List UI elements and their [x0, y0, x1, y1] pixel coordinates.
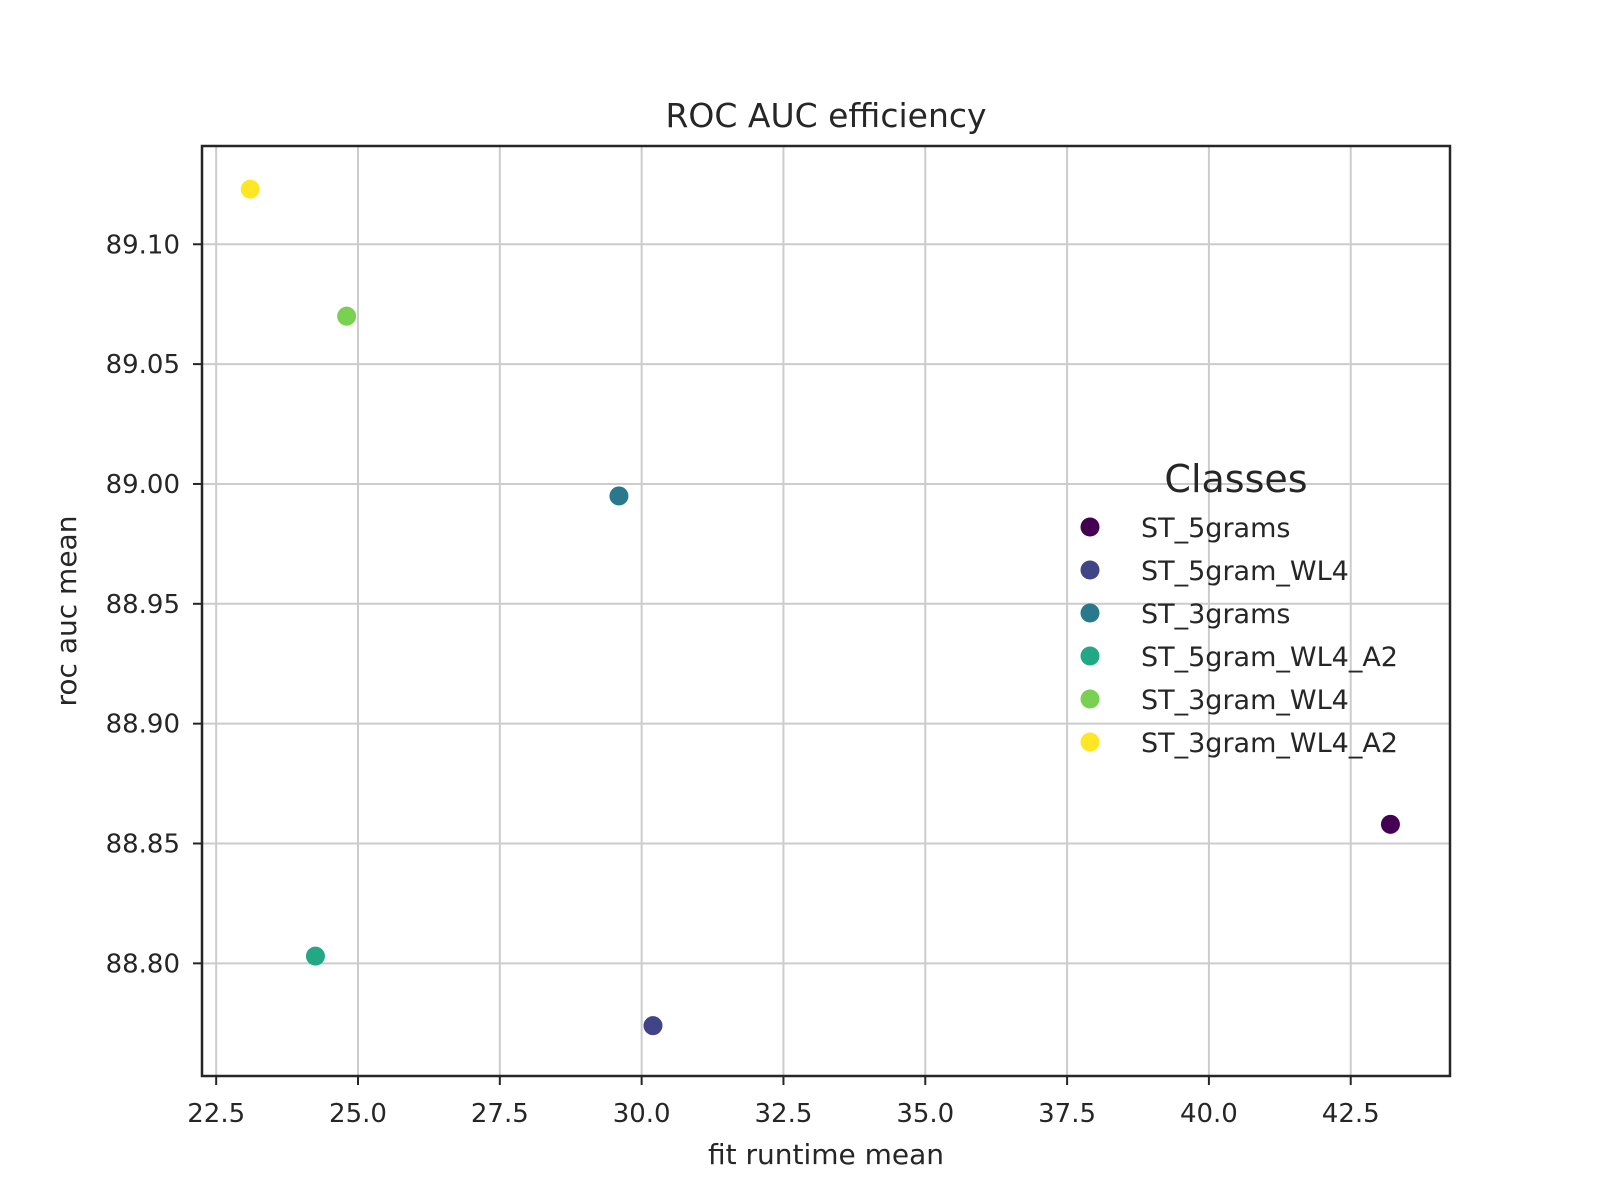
y-tick-label: 88.85	[106, 830, 180, 860]
legend-label: ST_3grams	[1141, 599, 1290, 630]
y-axis-ticks: 88.80 88.85 88.90 88.95 89.00 89.05 89.10	[106, 230, 202, 979]
y-tick-label: 89.05	[106, 350, 180, 380]
x-tick-label: 22.5	[187, 1099, 245, 1129]
data-point	[240, 179, 260, 199]
x-tick-label: 30.0	[613, 1099, 671, 1129]
x-tick-label: 27.5	[471, 1099, 529, 1129]
y-tick-label: 88.90	[106, 710, 180, 740]
legend-marker	[1080, 560, 1100, 580]
legend-marker	[1080, 732, 1100, 752]
y-tick-label: 88.80	[106, 949, 180, 979]
x-tick-label: 25.0	[329, 1099, 387, 1129]
legend-label: ST_3gram_WL4_A2	[1141, 728, 1398, 759]
chart-title: ROC AUC efficiency	[665, 96, 986, 135]
grid	[202, 146, 1450, 1076]
plot-frame	[200, 144, 1452, 1078]
legend-marker	[1080, 646, 1100, 666]
y-tick-label: 89.10	[106, 230, 180, 260]
x-axis-title: fit runtime mean	[708, 1138, 944, 1171]
x-tick-label: 42.5	[1322, 1099, 1380, 1129]
data-point	[643, 1016, 663, 1036]
x-tick-label: 35.0	[896, 1099, 954, 1129]
x-tick-label: 37.5	[1038, 1099, 1096, 1129]
legend-label: ST_5grams	[1141, 513, 1290, 544]
legend-title: Classes	[1164, 457, 1307, 501]
legend-label: ST_5gram_WL4_A2	[1141, 642, 1398, 673]
legend-marker	[1080, 603, 1100, 623]
y-axis-title: roc auc mean	[50, 516, 83, 707]
data-points	[240, 179, 1400, 1036]
legend: Classes ST_5grams ST_5gram_WL4 ST_3grams ST…	[1080, 457, 1398, 759]
y-tick-label: 88.95	[106, 590, 180, 620]
legend-label: ST_3gram_WL4	[1141, 685, 1349, 716]
x-axis-ticks: 22.5 25.0 27.5 30.0 32.5 35.0 37.5 40.0 42.5	[187, 1076, 1380, 1129]
data-point	[305, 946, 325, 966]
data-point	[1380, 814, 1400, 834]
legend-marker	[1080, 517, 1100, 537]
x-tick-label: 40.0	[1180, 1099, 1238, 1129]
legend-label: ST_5gram_WL4	[1141, 556, 1349, 587]
data-point	[609, 486, 629, 506]
legend-marker	[1080, 689, 1100, 709]
y-tick-label: 89.00	[106, 470, 180, 500]
data-point	[337, 306, 357, 326]
x-tick-label: 32.5	[755, 1099, 813, 1129]
